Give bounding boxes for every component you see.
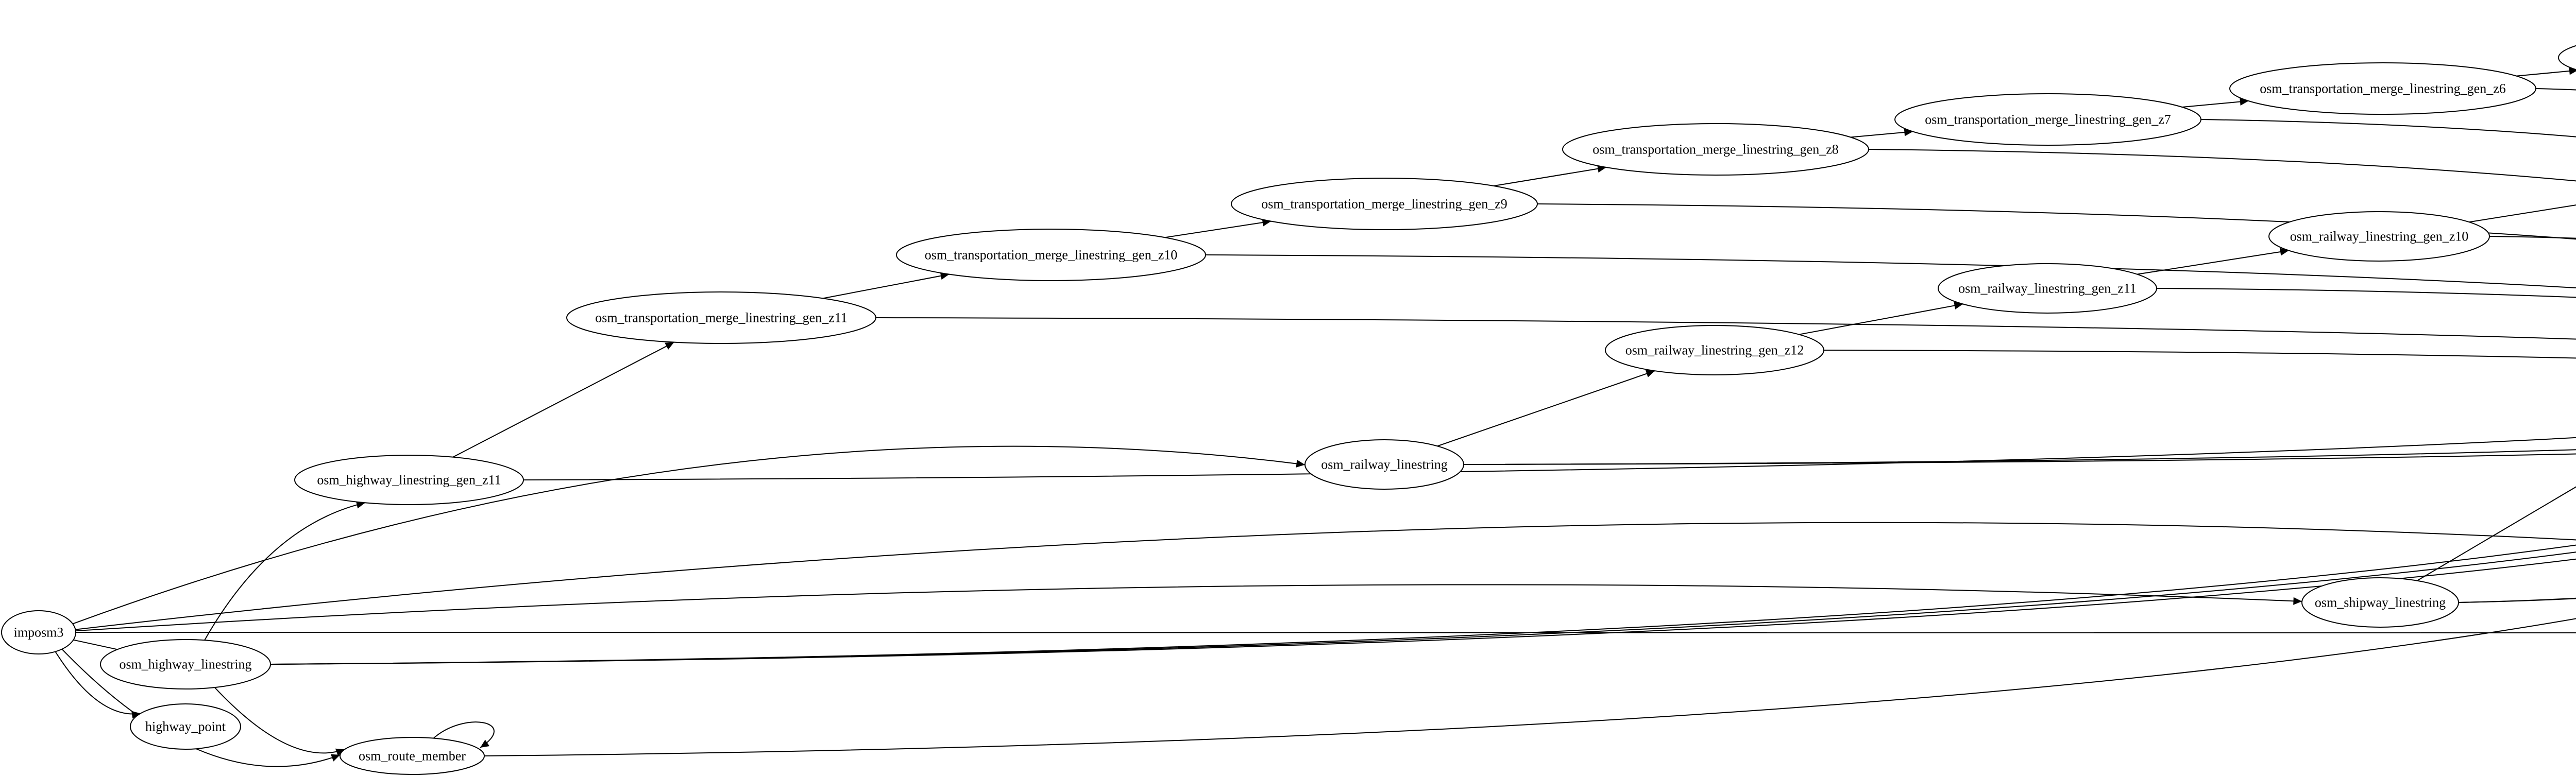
edge-t8-to-t7 bbox=[1850, 128, 1913, 138]
node-ellipse-t11[interactable] bbox=[566, 291, 876, 344]
edge-r11-to-table-row-z11 bbox=[2156, 288, 2576, 298]
node-label-imposm3: imposm3 bbox=[14, 625, 64, 640]
node-t10: osm_transportation_merge_linestring_gen_… bbox=[896, 229, 1206, 281]
node-ellipse-hline[interactable] bbox=[100, 639, 271, 689]
edge-route-to-table-row-z14+ bbox=[484, 618, 2576, 756]
node-ellipse-shipway[interactable] bbox=[2301, 577, 2459, 628]
node-t11: osm_transportation_merge_linestring_gen_… bbox=[566, 291, 876, 344]
edge-railway-to-r12 bbox=[1437, 370, 1655, 447]
node-t6: osm_transportation_merge_linestring_gen_… bbox=[2229, 62, 2536, 115]
edge-t6-to-t5 bbox=[2516, 67, 2576, 77]
edge-r10-to-table-row-z10 bbox=[2489, 236, 2576, 239]
node-label-r10: osm_railway_linestring_gen_z10 bbox=[2290, 229, 2469, 244]
node-shipway: osm_shipway_linestring bbox=[2301, 577, 2459, 628]
edge-t9-to-t8 bbox=[1494, 165, 1606, 187]
node-hgen11: osm_highway_linestring_gen_z11 bbox=[294, 455, 524, 505]
edge-imposm3-to-hpoly bbox=[75, 632, 2576, 633]
edge-hline-to-table-row-z13 bbox=[270, 551, 2576, 665]
node-t8: osm_transportation_merge_linestring_gen_… bbox=[1562, 123, 1869, 176]
edge-t11-to-table-row-z11 bbox=[875, 317, 2576, 340]
node-ellipse-route[interactable] bbox=[340, 737, 485, 775]
node-label-t6: osm_transportation_merge_linestring_gen_… bbox=[2260, 81, 2506, 96]
node-t9: osm_transportation_merge_linestring_gen_… bbox=[1231, 178, 1538, 230]
edge-t10-to-t9 bbox=[1164, 218, 1272, 238]
edge-imposm3-to-route bbox=[61, 648, 341, 767]
edge-t9-to-table-row-z9 bbox=[1537, 203, 2576, 240]
node-ellipse-t6[interactable] bbox=[2229, 62, 2536, 115]
node-ellipse-imposm3[interactable] bbox=[1, 610, 76, 654]
node-hline: osm_highway_linestring bbox=[100, 639, 271, 689]
edge-imposm3-to-hline bbox=[73, 639, 127, 656]
edge-t6-to-table-row-z6 bbox=[2535, 88, 2576, 91]
edge-t10-to-table-row-z10 bbox=[1205, 254, 2576, 289]
node-ellipse-hgen11[interactable] bbox=[294, 455, 524, 505]
node-railway: osm_railway_linestring bbox=[1304, 439, 1464, 490]
edge-t11-to-t10 bbox=[823, 272, 950, 299]
nodes-layer: imposm3 osm_highway_linestring highway_poi… bbox=[1, 32, 2576, 775]
node-label-hgen11: osm_highway_linestring_gen_z11 bbox=[317, 473, 501, 488]
node-label-t8: osm_transportation_merge_linestring_gen_… bbox=[1592, 142, 1839, 157]
node-ellipse-t8[interactable] bbox=[1562, 123, 1869, 176]
node-ellipse-railway[interactable] bbox=[1304, 439, 1464, 490]
node-label-t7: osm_transportation_merge_linestring_gen_… bbox=[1925, 112, 2171, 127]
node-label-t11: osm_transportation_merge_linestring_gen_… bbox=[595, 311, 848, 325]
edge-imposm3-to-aerialway bbox=[75, 522, 2576, 630]
node-r10: osm_railway_linestring_gen_z10 bbox=[2268, 211, 2490, 262]
edge-r12-to-r11 bbox=[1799, 302, 1963, 335]
node-t7: osm_transportation_merge_linestring_gen_… bbox=[1894, 93, 2201, 146]
edge-hline-to-hgen11 bbox=[204, 501, 366, 641]
node-ellipse-r10[interactable] bbox=[2268, 211, 2490, 262]
edge-route-to-route bbox=[432, 721, 495, 748]
edge-r11-to-r10 bbox=[2137, 248, 2289, 275]
node-label-railway: osm_railway_linestring bbox=[1321, 457, 1448, 472]
node-label-r11: osm_railway_linestring_gen_z11 bbox=[1958, 281, 2137, 296]
edge-hgen11-to-t11 bbox=[452, 341, 674, 458]
node-hpoint: highway_point bbox=[130, 703, 241, 750]
edge-imposm3-to-shipway bbox=[75, 584, 2302, 632]
node-ellipse-t7[interactable] bbox=[1894, 93, 2201, 146]
node-label-t9: osm_transportation_merge_linestring_gen_… bbox=[1261, 197, 1507, 212]
node-label-shipway: osm_shipway_linestring bbox=[2315, 595, 2446, 610]
edges-layer bbox=[55, 67, 2576, 767]
node-ellipse-t5[interactable] bbox=[2558, 32, 2576, 83]
edge-t8-to-table-row-z8 bbox=[1868, 149, 2576, 182]
node-label-hline: osm_highway_linestring bbox=[119, 657, 251, 672]
edge-r10-to-r9 bbox=[2469, 204, 2576, 223]
node-ellipse-r11[interactable] bbox=[1938, 263, 2157, 314]
node-r11: osm_railway_linestring_gen_z11 bbox=[1938, 263, 2157, 314]
edge-imposm3-to-railway bbox=[72, 445, 1306, 625]
edge-railway-to-table-row-z14+ bbox=[1463, 453, 2576, 465]
node-label-hpoint: highway_point bbox=[145, 719, 226, 734]
edge-shipway-to-table-row-z13 bbox=[2458, 597, 2576, 603]
node-ellipse-t10[interactable] bbox=[896, 229, 1206, 281]
node-imposm3: imposm3 bbox=[1, 610, 76, 654]
node-t5: osm_transportation_merge_linestring_gen_… bbox=[2558, 32, 2576, 83]
node-label-t10: osm_transportation_merge_linestring_gen_… bbox=[925, 248, 1178, 263]
node-ellipse-r12[interactable] bbox=[1605, 325, 1824, 375]
edge-shipway-to-s12 bbox=[2417, 486, 2576, 581]
edge-hline-to-route bbox=[214, 687, 345, 756]
edge-r12-to-table-row-z12 bbox=[1823, 350, 2576, 359]
node-ellipse-hpoint[interactable] bbox=[130, 703, 241, 750]
edge-imposm3-to-hpoint bbox=[55, 651, 141, 719]
edge-hline-to-table-row-z14+ bbox=[270, 558, 2576, 665]
edge-railway-to-table-row-z13 bbox=[1463, 449, 2576, 465]
node-r12: osm_railway_linestring_gen_z12 bbox=[1605, 325, 1824, 375]
edge-t7-to-t6 bbox=[2182, 98, 2249, 108]
node-label-r12: osm_railway_linestring_gen_z12 bbox=[1625, 343, 1804, 358]
node-ellipse-t9[interactable] bbox=[1231, 178, 1538, 230]
node-route: osm_route_member bbox=[340, 737, 485, 775]
edge-t7-to-table-row-z7 bbox=[2200, 119, 2576, 137]
node-label-route: osm_route_member bbox=[359, 749, 466, 764]
edge-hline-to-table-row-z12 bbox=[270, 544, 2576, 665]
